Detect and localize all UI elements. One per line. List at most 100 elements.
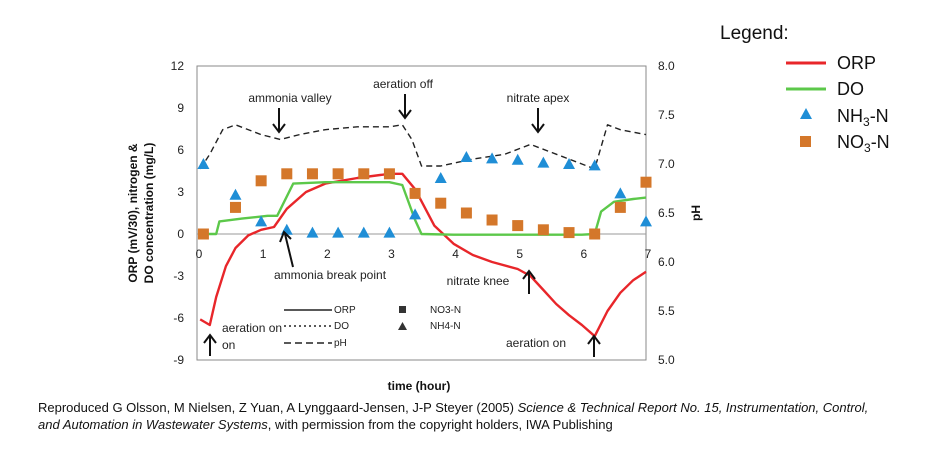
data-point-no3-n	[197, 228, 209, 240]
data-point-no3-n	[409, 187, 421, 199]
y2-tick-label: 7.5	[658, 108, 675, 122]
data-point-no3-n	[306, 168, 318, 180]
data-point-no3-n	[512, 220, 524, 232]
y-axis-label-line2: DO concentration (mg/L)	[142, 143, 156, 284]
plot-area	[196, 65, 647, 361]
arrow-aeration-on-left	[203, 333, 217, 356]
data-point-nh3-n	[537, 156, 550, 168]
inner-legend-nh4: NH4-N	[430, 321, 461, 332]
data-point-nh3-n	[197, 158, 210, 169]
x-tick-label: 0	[196, 247, 203, 261]
y-tick-label: -3	[173, 269, 184, 283]
legend-nh3-marker	[800, 108, 812, 119]
arrow-nitrate-knee	[522, 269, 536, 294]
data-point-nh3-n	[563, 158, 576, 169]
data-point-no3-n	[383, 168, 395, 180]
data-point-no3-n	[358, 168, 370, 180]
data-point-nh3-n	[486, 152, 499, 164]
x-tick-labels: 0 1 2 3 4 5 6 7	[196, 247, 652, 261]
y2-tick-label: 5.5	[658, 304, 675, 318]
y-axis-label-line1: ORP (mV/30), nitrogen &	[126, 143, 140, 282]
legend-nh3-label: NH3-N	[837, 106, 889, 129]
legend-do-label: DO	[837, 79, 864, 99]
annotation-aeration-on-left-2: on	[222, 338, 235, 352]
data-point-nh3-n	[511, 153, 524, 165]
data-point-nh3-n	[460, 151, 473, 162]
x-tick-label: 3	[388, 247, 395, 261]
annotation-aeration-on-right: aeration on	[506, 336, 566, 350]
color-legend: Legend: ORP DO NH3-N NO3-N	[720, 23, 890, 155]
x-tick-label: 4	[452, 247, 459, 261]
data-point-nh3-n	[640, 215, 652, 227]
annotation-ammonia-valley: ammonia valley	[248, 91, 331, 105]
inner-legend-do: DO	[334, 321, 349, 332]
legend-no3-marker	[800, 136, 811, 147]
y-tick-label: 0	[177, 227, 184, 241]
legend-orp-label: ORP	[837, 53, 876, 73]
series-layer	[197, 124, 652, 338]
series-line-do	[200, 180, 647, 236]
data-point-no3-n	[640, 176, 652, 188]
data-point-no3-n	[537, 224, 549, 236]
legend-no3-label: NO3-N	[837, 132, 890, 155]
y2-axis-label: pH	[689, 205, 703, 221]
y2-tick-label: 6.0	[658, 255, 675, 269]
arrow-nitrate-apex	[531, 108, 545, 134]
data-point-nh3-n	[409, 208, 422, 220]
y2-tick-label: 6.5	[658, 206, 675, 220]
data-point-nh3-n	[357, 226, 370, 238]
arrow-ammonia-break-point	[279, 230, 294, 268]
data-point-no3-n	[435, 197, 447, 209]
y2-tick-label: 7.0	[658, 157, 675, 171]
y-tick-labels: 12 9 6 3 0 -3 -6 -9	[171, 59, 185, 367]
x-tick-label: 5	[516, 247, 523, 261]
x-tick-label: 7	[645, 247, 652, 261]
data-point-no3-n	[614, 201, 626, 213]
caption-italic: Science & Technical Report No. 15, Instr…	[38, 400, 869, 432]
caption-prefix: Reproduced G Olsson, M Nielsen, Z Yuan, …	[38, 400, 518, 415]
annotation-aeration-on-left: aeration on	[222, 321, 282, 335]
caption-suffix: , with permission from the copyright hol…	[267, 417, 613, 432]
caption: Reproduced G Olsson, M Nielsen, Z Yuan, …	[38, 399, 878, 433]
y-tick-label: 12	[171, 59, 185, 73]
y2-tick-label: 8.0	[658, 59, 675, 73]
x-axis-label: time (hour)	[388, 379, 451, 393]
y2-tick-label: 5.0	[658, 353, 675, 367]
inner-legend-ph: pH	[334, 338, 347, 349]
annotations: ammonia valley aeration off nitrate apex…	[203, 77, 601, 357]
arrow-aeration-off	[398, 94, 412, 120]
data-point-no3-n	[281, 168, 293, 180]
inner-legend-no3: NO3-N	[430, 305, 461, 316]
inner-legend-nh4-marker	[398, 322, 407, 330]
data-point-nh3-n	[383, 226, 396, 238]
annotation-aeration-off: aeration off	[373, 77, 433, 91]
data-point-no3-n	[486, 214, 498, 226]
inner-legend-orp: ORP	[334, 305, 356, 316]
data-point-nh3-n	[614, 187, 627, 199]
y-tick-label: 9	[177, 101, 184, 115]
annotation-ammonia-break-point: ammonia break point	[274, 268, 387, 282]
data-point-nh3-n	[229, 188, 242, 200]
legend-title: Legend:	[720, 23, 789, 44]
data-point-no3-n	[589, 228, 601, 240]
series-line-orp	[199, 172, 647, 338]
annotation-nitrate-knee: nitrate knee	[447, 274, 510, 288]
data-point-no3-n	[460, 207, 472, 219]
x-tick-label: 1	[260, 247, 267, 261]
inner-legend: ORP DO pH NO3-N NH4-N	[284, 305, 461, 349]
y-tick-label: -9	[173, 353, 184, 367]
arrow-ammonia-valley	[272, 108, 286, 134]
data-point-no3-n	[332, 168, 344, 180]
y2-tick-labels: 8.0 7.5 7.0 6.5 6.0 5.5 5.0	[658, 59, 675, 367]
y-tick-label: 3	[177, 185, 184, 199]
data-point-nh3-n	[588, 159, 601, 171]
x-tick-label: 2	[324, 247, 331, 261]
data-point-nh3-n	[255, 215, 268, 227]
annotation-nitrate-apex: nitrate apex	[507, 91, 570, 105]
y-tick-label: -6	[173, 311, 184, 325]
data-point-nh3-n	[332, 226, 345, 238]
x-tick-label: 6	[581, 247, 588, 261]
arrow-aeration-on-right	[587, 334, 601, 357]
series-line-ph	[199, 124, 647, 170]
